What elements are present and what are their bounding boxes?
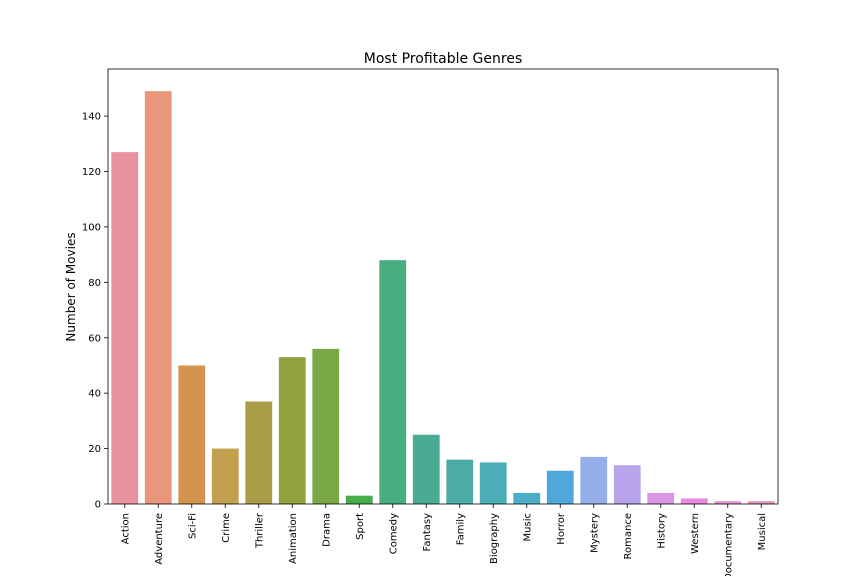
y-tick-label: 40 [88,389,101,400]
y-tick-label: 60 [88,333,101,344]
x-tick-label: Animation [288,513,299,564]
y-tick-label: 140 [82,112,101,123]
bars-group [111,91,775,505]
bar-fantasy [412,434,440,504]
x-tick-label: Western [690,513,701,554]
bar-animation [278,357,306,504]
bar-romance [613,465,641,504]
bar-sci-fi [178,365,206,504]
bar-mystery [580,456,608,504]
x-tick-label: Comedy [388,513,399,554]
bar-musical [747,501,775,504]
x-tick-label: Drama [321,513,332,547]
x-tick-label: Documentary [723,513,734,576]
x-tick-label: Musical [757,513,768,550]
bar-drama [312,348,340,504]
bar-music [513,492,541,504]
bar-family [446,459,474,504]
y-tick-label: 80 [88,278,101,289]
x-tick-label: Sport [355,513,366,540]
bar-history [647,492,675,504]
bar-crime [211,448,239,504]
bar-horror [546,470,574,504]
bar-action [111,152,139,504]
bar-comedy [379,260,407,504]
plot-frame [107,68,779,505]
x-tick-label: Thriller [254,512,265,549]
x-tick-label: Adventure [154,513,165,565]
y-tick-label: 20 [88,444,101,455]
x-tick-label: Mystery [589,513,600,553]
x-tick-label: Sci-Fi [187,513,198,539]
x-tick-label: Crime [221,513,232,543]
bar-biography [479,462,507,504]
bar-thriller [245,401,273,504]
x-tick-label: Action [120,513,131,544]
chart-title: Most Profitable Genres [364,51,523,67]
bar-adventure [144,91,172,505]
y-ticks-group: 0 20 40 60 80 100 120 140 [82,112,108,511]
bar-documentary [714,501,742,504]
y-tick-label: 100 [82,222,101,233]
y-tick-label: 120 [82,167,101,178]
x-tick-label: Horror [556,512,567,545]
x-tick-label: Family [455,513,466,545]
bar-sport [345,495,373,504]
y-axis-label: Number of Movies [64,232,78,341]
y-tick-label: 0 [95,500,101,511]
bar-western [680,498,708,504]
x-tick-label: Music [522,513,533,541]
x-tick-label: Fantasy [422,513,433,552]
x-tick-label: Biography [489,513,500,564]
x-tick-label: History [656,513,667,549]
x-ticks-group: Action Adventure Sci-Fi Crime Thriller Animat… [120,504,768,576]
x-tick-label: Romance [623,513,634,559]
